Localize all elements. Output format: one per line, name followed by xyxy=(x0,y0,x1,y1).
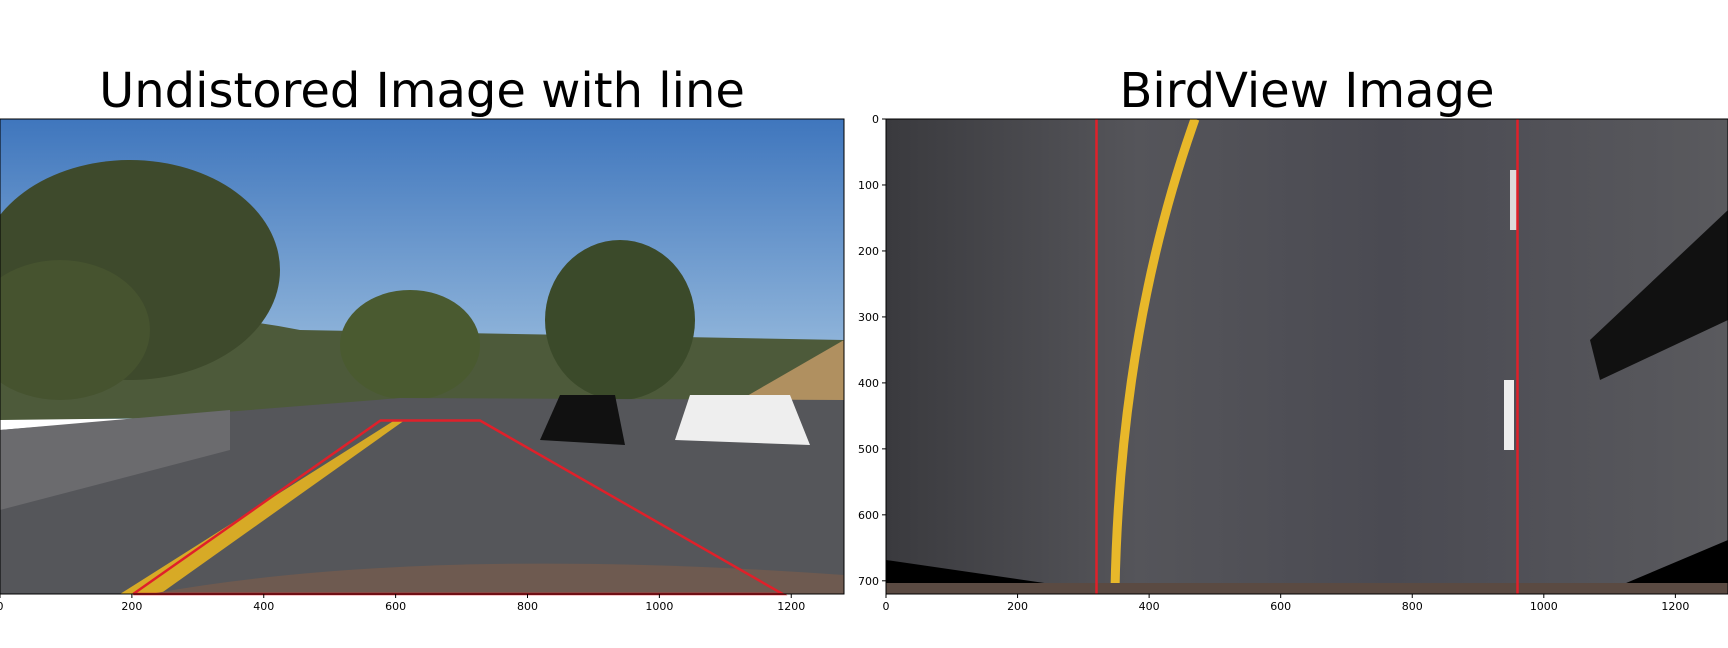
axes-frame xyxy=(0,118,845,595)
y-tick-label: 300 xyxy=(858,311,879,324)
x-tick-label: 0 xyxy=(883,600,890,613)
road-photo xyxy=(0,119,844,594)
y-tick-label: 0 xyxy=(872,113,879,126)
y-tick-label: 200 xyxy=(858,245,879,258)
bird-view-photo xyxy=(886,119,1728,594)
y-tick-label: 700 xyxy=(858,575,879,588)
y-tick-label: 400 xyxy=(858,377,879,390)
x-tick-label: 800 xyxy=(1402,600,1423,613)
x-tick-label: 400 xyxy=(1139,600,1160,613)
x-tick-label: 400 xyxy=(253,600,274,613)
x-tick-label: 1200 xyxy=(1661,600,1689,613)
axes-frame xyxy=(885,118,1728,595)
y-tick-label: 100 xyxy=(858,179,879,192)
x-tick-label: 1000 xyxy=(645,600,673,613)
y-tick-label: 500 xyxy=(858,443,879,456)
x-tick-label: 1200 xyxy=(777,600,805,613)
x-tick-label: 600 xyxy=(1270,600,1291,613)
chart-title: BirdView Image xyxy=(1119,63,1494,119)
x-tick-label: 200 xyxy=(121,600,142,613)
x-tick-label: 600 xyxy=(385,600,406,613)
x-tick-label: 1000 xyxy=(1530,600,1558,613)
x-tick-label: 200 xyxy=(1007,600,1028,613)
y-tick-label: 600 xyxy=(858,509,879,522)
chart-title: Undistored Image with line xyxy=(99,63,745,119)
x-tick-label: 0 xyxy=(0,600,4,613)
x-tick-label: 800 xyxy=(517,600,538,613)
